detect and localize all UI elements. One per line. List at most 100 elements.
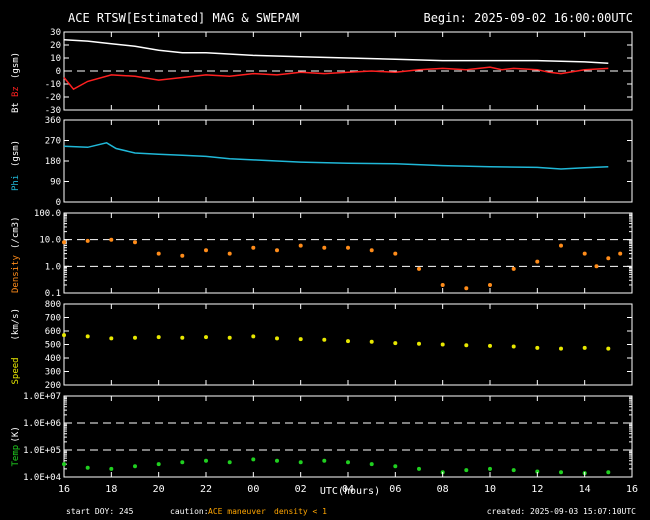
data-point-speed xyxy=(275,336,279,341)
x-tick-label: 14 xyxy=(579,484,591,495)
y-tick-label: 1.0 xyxy=(45,262,61,272)
y-tick-label: 300 xyxy=(45,368,61,378)
data-point-temp xyxy=(346,460,350,465)
data-point-temp xyxy=(322,458,327,463)
data-point-density xyxy=(369,248,374,253)
x-tick-label: 22 xyxy=(200,484,212,495)
y-tick-label: -30 xyxy=(45,106,61,116)
data-point-density xyxy=(417,266,421,271)
y-tick-label: 500 xyxy=(45,341,61,351)
y-tick-label: 1.0E+06 xyxy=(23,419,61,429)
data-point-density xyxy=(227,251,232,256)
x-tick-label: 12 xyxy=(531,484,543,495)
data-point-density xyxy=(251,245,256,250)
y-axis-label-group: Density (/cm3) xyxy=(11,216,21,293)
data-point-speed xyxy=(346,339,350,344)
y-tick-label: 180 xyxy=(45,157,61,167)
series-bz-line xyxy=(63,66,609,91)
y-tick-label: 10.0 xyxy=(39,236,61,246)
y-tick-label: 360 xyxy=(45,116,61,126)
data-point-density xyxy=(440,283,445,287)
x-tick-label: 00 xyxy=(247,484,259,495)
data-point-density xyxy=(133,240,137,245)
data-point-speed xyxy=(535,345,540,350)
x-tick-label: 16 xyxy=(626,484,638,495)
data-point-density xyxy=(511,266,516,271)
data-point-density xyxy=(464,286,469,291)
data-point-speed xyxy=(582,345,587,350)
y-tick-label: 100.0 xyxy=(34,209,61,219)
begin-timestamp: Begin: 2025-09-02 16:00:00UTC xyxy=(423,11,633,25)
data-point-speed xyxy=(251,334,256,339)
x-tick-label: 02 xyxy=(295,484,307,495)
data-point-density xyxy=(180,253,185,258)
data-point-temp xyxy=(109,466,114,471)
data-point-speed xyxy=(488,343,492,348)
ace-maneuver-note: ACE maneuver xyxy=(208,507,266,516)
data-point-speed xyxy=(322,337,327,342)
panel-speed: 800 700 600 500 400 300 200 Speed (km/s) xyxy=(11,300,633,391)
caution-label: caution: xyxy=(170,507,209,516)
y-axis-label-units: (K) xyxy=(11,426,21,442)
data-point-speed xyxy=(559,346,563,351)
y-tick-label: 90 xyxy=(50,178,61,188)
x-axis: 16 18 20 22 00 02 04 06 08 10 12 14 16 xyxy=(58,32,638,495)
data-point-density xyxy=(594,264,599,269)
data-point-speed xyxy=(85,334,90,339)
start-doy: start DOY: 245 xyxy=(66,507,134,516)
y-axis-label-group: Temp (K) xyxy=(11,426,21,466)
plot-title: ACE RTSW[Estimated] MAG & SWEPAM xyxy=(68,11,299,25)
y-tick-label: 800 xyxy=(45,300,61,310)
data-point-speed xyxy=(393,341,398,346)
series-phi-line xyxy=(63,141,609,170)
y-tick-label: 0.1 xyxy=(45,289,61,299)
data-point-temp xyxy=(369,462,374,467)
y-axis-label-group: Phi (gsm) xyxy=(11,140,21,191)
data-point-speed xyxy=(227,335,232,340)
y-tick-label: 270 xyxy=(45,137,61,147)
data-point-speed xyxy=(180,335,185,340)
y-axis-label-name: Phi xyxy=(11,175,21,191)
y-axis-label-group: Bt Bz (gsm) xyxy=(11,52,21,113)
data-point-temp xyxy=(511,468,516,473)
data-point-speed xyxy=(62,333,66,338)
y-axis-label-bz: Bz xyxy=(11,86,21,97)
data-point-density xyxy=(393,251,398,256)
data-point-density xyxy=(346,245,350,250)
panel-mag-bz: 30 20 10 0 -10 -20 -30 Bt Bz (gsm) xyxy=(11,28,633,116)
data-point-speed xyxy=(606,346,611,351)
data-point-temp xyxy=(133,464,137,469)
data-point-speed xyxy=(156,335,161,340)
data-point-temp xyxy=(227,460,232,465)
data-point-speed xyxy=(464,343,469,348)
y-tick-label: 0 xyxy=(56,67,61,77)
y-tick-label: 10 xyxy=(50,54,61,64)
x-tick-label: 16 xyxy=(58,484,70,495)
data-point-density xyxy=(109,237,114,242)
y-axis-label-units: (km/s) xyxy=(11,308,21,341)
y-tick-label: 30 xyxy=(50,28,61,38)
data-point-density xyxy=(535,259,540,264)
y-axis-label-name: Speed xyxy=(11,357,21,384)
y-axis-label-units: (gsm) xyxy=(11,52,21,79)
data-point-temp xyxy=(417,466,421,471)
series-bt-line xyxy=(63,39,609,64)
data-point-speed xyxy=(298,337,303,342)
data-point-temp xyxy=(156,462,161,467)
data-point-density xyxy=(156,251,161,256)
data-point-temp xyxy=(393,464,398,469)
data-point-temp xyxy=(180,460,185,465)
data-point-density xyxy=(204,248,208,253)
data-point-speed xyxy=(369,339,374,344)
y-tick-label: 20 xyxy=(50,41,61,51)
y-tick-label: 1.0E+05 xyxy=(23,446,61,456)
data-point-speed xyxy=(417,341,421,346)
data-point-density xyxy=(606,256,611,261)
data-point-temp xyxy=(559,470,563,475)
data-point-density xyxy=(322,245,327,250)
data-point-density xyxy=(618,251,623,256)
panel-mag-phi: 360 270 180 90 0 Phi (gsm) xyxy=(11,116,633,208)
y-tick-label: 700 xyxy=(45,314,61,324)
y-tick-label: 1.0E+04 xyxy=(23,473,61,483)
